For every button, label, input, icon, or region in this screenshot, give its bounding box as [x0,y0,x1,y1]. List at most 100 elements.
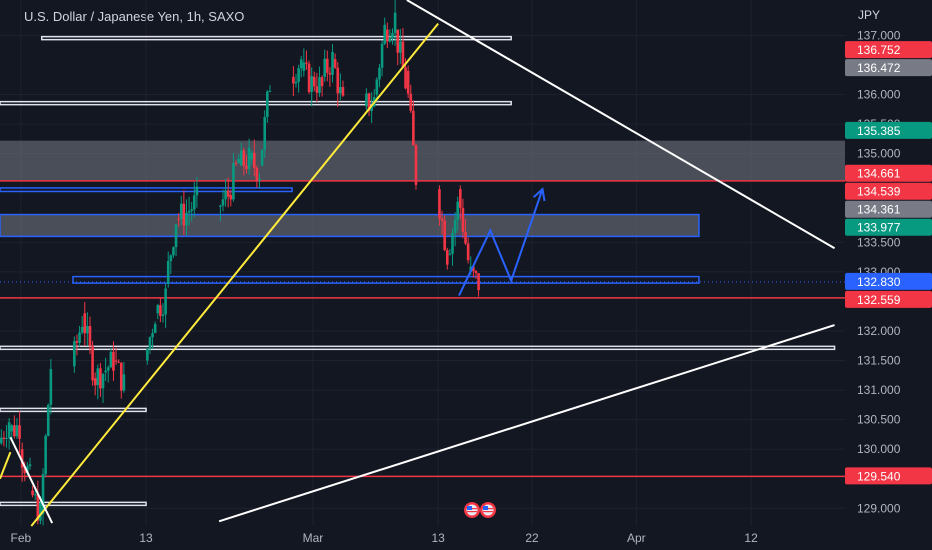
x-tick-label: Mar [303,531,324,545]
x-tick-label: 13 [139,531,153,545]
candle-body [331,51,334,75]
candle-body [464,231,467,244]
candle-body [320,77,324,87]
candle-body [187,211,191,213]
candle-body [399,41,402,53]
candle-body [99,368,102,389]
candle-body [182,203,186,226]
candle-body [104,370,107,373]
candle-body [73,341,76,367]
candle-body [477,273,480,291]
candle-body [339,87,342,94]
candle-body [166,261,170,284]
candle-body [380,43,384,68]
price-label-text: 129.540 [857,469,901,483]
us-flag-icon[interactable] [480,502,496,518]
candle-body [122,374,126,391]
candle-body [315,86,319,93]
event-flags[interactable] [464,502,496,518]
zone-box [0,407,147,413]
trendline [218,324,835,523]
price-label-text: 134.661 [857,167,901,181]
symbol-title[interactable]: U.S. Dollar / Japanese Yen, 1h, SAXO [24,9,244,24]
price-label-box [845,218,932,236]
candle-body [177,218,180,220]
projection-layer [458,187,546,296]
candle-body [229,195,233,200]
time-axis[interactable] [0,526,845,550]
candle-body [80,326,84,333]
candle-body [438,189,441,219]
candle-body [237,158,240,164]
projection-path [458,188,544,296]
candle-body [15,425,19,437]
price-label-box [845,59,932,77]
candle-body [41,474,45,515]
y-tick-labels: 137.000136.000135.500135.000133.500133.0… [857,28,901,515]
candle-body [263,116,267,150]
candle-body [49,369,53,405]
candle-body [109,351,113,368]
candle-body [33,494,37,496]
candle-body [307,63,311,93]
price-axis[interactable] [845,0,932,526]
price-label-text: 134.361 [857,203,901,217]
horizontal-lines-layer [0,180,845,478]
candle-body [172,247,175,256]
candle-body [268,90,272,92]
x-tick-label: Apr [627,531,646,545]
price-label-text: 134.539 [857,185,901,199]
candle-body [219,205,222,207]
x-tick-labels: Feb 13 Mar 13 22 Apr 12 [11,531,759,545]
x-tick-label: 12 [744,531,758,545]
candle-body [78,332,81,343]
candle-body [474,271,478,274]
candle-body [86,325,89,334]
candle-body [445,250,449,265]
y-tick-label: 135.000 [857,147,901,161]
y-tick-label: 131.500 [857,354,901,368]
candle-body [75,341,79,343]
candle-body [388,38,392,42]
candle-body [5,437,8,440]
candle-body [7,422,11,438]
candle-body [28,464,32,467]
trendline [9,436,54,524]
price-label-box [845,41,932,59]
candle-body [119,362,123,391]
candle-body [195,186,199,196]
candle-body [242,150,246,166]
candle-body [226,190,230,197]
candle-body [414,145,418,185]
candle-body [266,91,269,117]
zone-box [0,501,147,507]
candle-body [20,449,24,468]
candle-body [443,220,446,251]
candle-body [299,59,303,69]
candle-body [114,360,118,362]
price-label-text: 136.472 [857,61,901,75]
price-label-text: 136.752 [857,43,901,57]
candle-body [294,81,298,84]
candle-body [156,305,160,314]
candle-body [83,313,87,334]
candle-body [26,466,29,474]
price-label-text: 132.559 [857,293,901,307]
candle-body [159,305,162,316]
candle-body [466,243,470,261]
candle-body [404,67,407,89]
candle-body [385,29,389,42]
candle-body [391,32,394,39]
price-label-text: 132.830 [857,275,901,289]
candle-body [239,150,243,166]
y-tick-label: 131.000 [857,383,901,397]
candle-body [164,288,167,315]
us-flag-icon[interactable] [464,502,480,518]
price-label-text: 133.977 [857,221,901,235]
candle-body [461,207,465,232]
candle-body [36,494,40,521]
candle-body [375,79,379,95]
